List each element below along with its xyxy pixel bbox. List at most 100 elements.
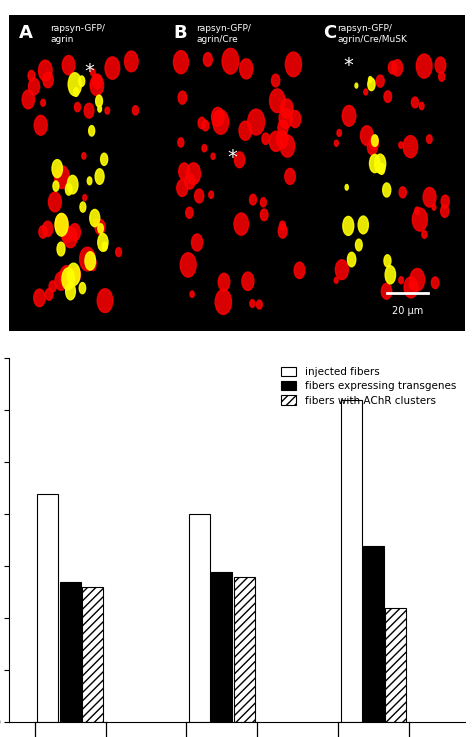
Bar bbox=[211, 571, 232, 722]
Ellipse shape bbox=[63, 226, 77, 248]
Ellipse shape bbox=[249, 195, 256, 205]
Ellipse shape bbox=[422, 231, 427, 238]
Text: *: * bbox=[344, 56, 354, 75]
Ellipse shape bbox=[60, 265, 74, 287]
Ellipse shape bbox=[364, 89, 368, 95]
Ellipse shape bbox=[95, 220, 105, 234]
Ellipse shape bbox=[28, 78, 39, 95]
Text: A: A bbox=[18, 24, 32, 42]
Ellipse shape bbox=[384, 91, 392, 102]
Ellipse shape bbox=[218, 273, 230, 291]
Ellipse shape bbox=[53, 181, 59, 191]
Ellipse shape bbox=[92, 74, 102, 88]
Bar bbox=[189, 514, 210, 722]
Ellipse shape bbox=[423, 187, 436, 207]
Ellipse shape bbox=[67, 175, 78, 194]
Ellipse shape bbox=[369, 77, 372, 83]
Ellipse shape bbox=[191, 234, 202, 251]
Ellipse shape bbox=[202, 144, 207, 152]
Ellipse shape bbox=[372, 135, 378, 147]
Ellipse shape bbox=[367, 140, 377, 155]
Ellipse shape bbox=[49, 281, 56, 292]
Ellipse shape bbox=[411, 97, 419, 108]
Ellipse shape bbox=[125, 51, 138, 71]
Ellipse shape bbox=[28, 71, 35, 81]
Ellipse shape bbox=[419, 102, 424, 110]
Ellipse shape bbox=[280, 221, 285, 230]
Ellipse shape bbox=[272, 74, 280, 87]
Ellipse shape bbox=[432, 204, 436, 210]
Ellipse shape bbox=[404, 277, 418, 298]
Ellipse shape bbox=[93, 219, 98, 226]
Ellipse shape bbox=[38, 60, 52, 81]
Text: rapsyn-GFP/
agrin: rapsyn-GFP/ agrin bbox=[50, 24, 105, 44]
Ellipse shape bbox=[294, 262, 305, 279]
Ellipse shape bbox=[399, 142, 403, 148]
Ellipse shape bbox=[285, 168, 295, 184]
Bar bbox=[37, 494, 58, 722]
Bar bbox=[234, 577, 255, 722]
Ellipse shape bbox=[276, 130, 288, 148]
Ellipse shape bbox=[55, 214, 68, 233]
Ellipse shape bbox=[368, 78, 375, 91]
Ellipse shape bbox=[374, 154, 386, 173]
Ellipse shape bbox=[240, 59, 253, 79]
Ellipse shape bbox=[80, 202, 86, 212]
Ellipse shape bbox=[62, 227, 72, 242]
Bar bbox=[60, 582, 81, 722]
Ellipse shape bbox=[198, 117, 206, 129]
Ellipse shape bbox=[73, 88, 79, 97]
Ellipse shape bbox=[427, 135, 432, 144]
Text: *: * bbox=[84, 62, 94, 81]
Ellipse shape bbox=[415, 207, 419, 214]
Ellipse shape bbox=[376, 75, 384, 87]
Ellipse shape bbox=[290, 111, 301, 128]
Ellipse shape bbox=[92, 259, 96, 266]
Ellipse shape bbox=[180, 253, 196, 277]
Ellipse shape bbox=[358, 216, 368, 234]
Ellipse shape bbox=[381, 283, 392, 299]
Ellipse shape bbox=[45, 289, 53, 300]
Ellipse shape bbox=[342, 105, 356, 126]
Ellipse shape bbox=[74, 102, 81, 112]
Ellipse shape bbox=[355, 83, 358, 88]
Ellipse shape bbox=[336, 259, 348, 279]
Ellipse shape bbox=[222, 49, 239, 74]
Ellipse shape bbox=[388, 61, 397, 74]
Ellipse shape bbox=[98, 105, 101, 112]
Ellipse shape bbox=[62, 55, 75, 75]
Text: *: * bbox=[228, 147, 237, 167]
Ellipse shape bbox=[52, 160, 63, 178]
Ellipse shape bbox=[98, 234, 108, 251]
Ellipse shape bbox=[239, 121, 252, 140]
Ellipse shape bbox=[399, 276, 403, 284]
Ellipse shape bbox=[384, 255, 391, 267]
Ellipse shape bbox=[441, 195, 449, 208]
Ellipse shape bbox=[90, 209, 100, 227]
Ellipse shape bbox=[39, 226, 47, 238]
Ellipse shape bbox=[186, 207, 193, 218]
Ellipse shape bbox=[95, 169, 104, 184]
Ellipse shape bbox=[65, 184, 72, 195]
Ellipse shape bbox=[435, 57, 446, 74]
Text: C: C bbox=[323, 24, 337, 42]
Bar bbox=[341, 400, 362, 722]
Ellipse shape bbox=[409, 282, 414, 289]
Ellipse shape bbox=[279, 108, 292, 128]
Ellipse shape bbox=[219, 111, 224, 117]
Ellipse shape bbox=[278, 120, 288, 136]
Bar bbox=[363, 545, 384, 722]
Ellipse shape bbox=[41, 99, 46, 106]
Ellipse shape bbox=[173, 51, 189, 74]
Ellipse shape bbox=[343, 217, 354, 235]
Ellipse shape bbox=[97, 289, 113, 312]
Ellipse shape bbox=[66, 283, 75, 300]
Ellipse shape bbox=[431, 277, 439, 288]
Text: B: B bbox=[173, 24, 187, 42]
Ellipse shape bbox=[90, 262, 96, 270]
Ellipse shape bbox=[337, 130, 341, 136]
Ellipse shape bbox=[96, 95, 102, 107]
Ellipse shape bbox=[270, 89, 285, 113]
Ellipse shape bbox=[85, 252, 95, 270]
Ellipse shape bbox=[347, 252, 356, 267]
